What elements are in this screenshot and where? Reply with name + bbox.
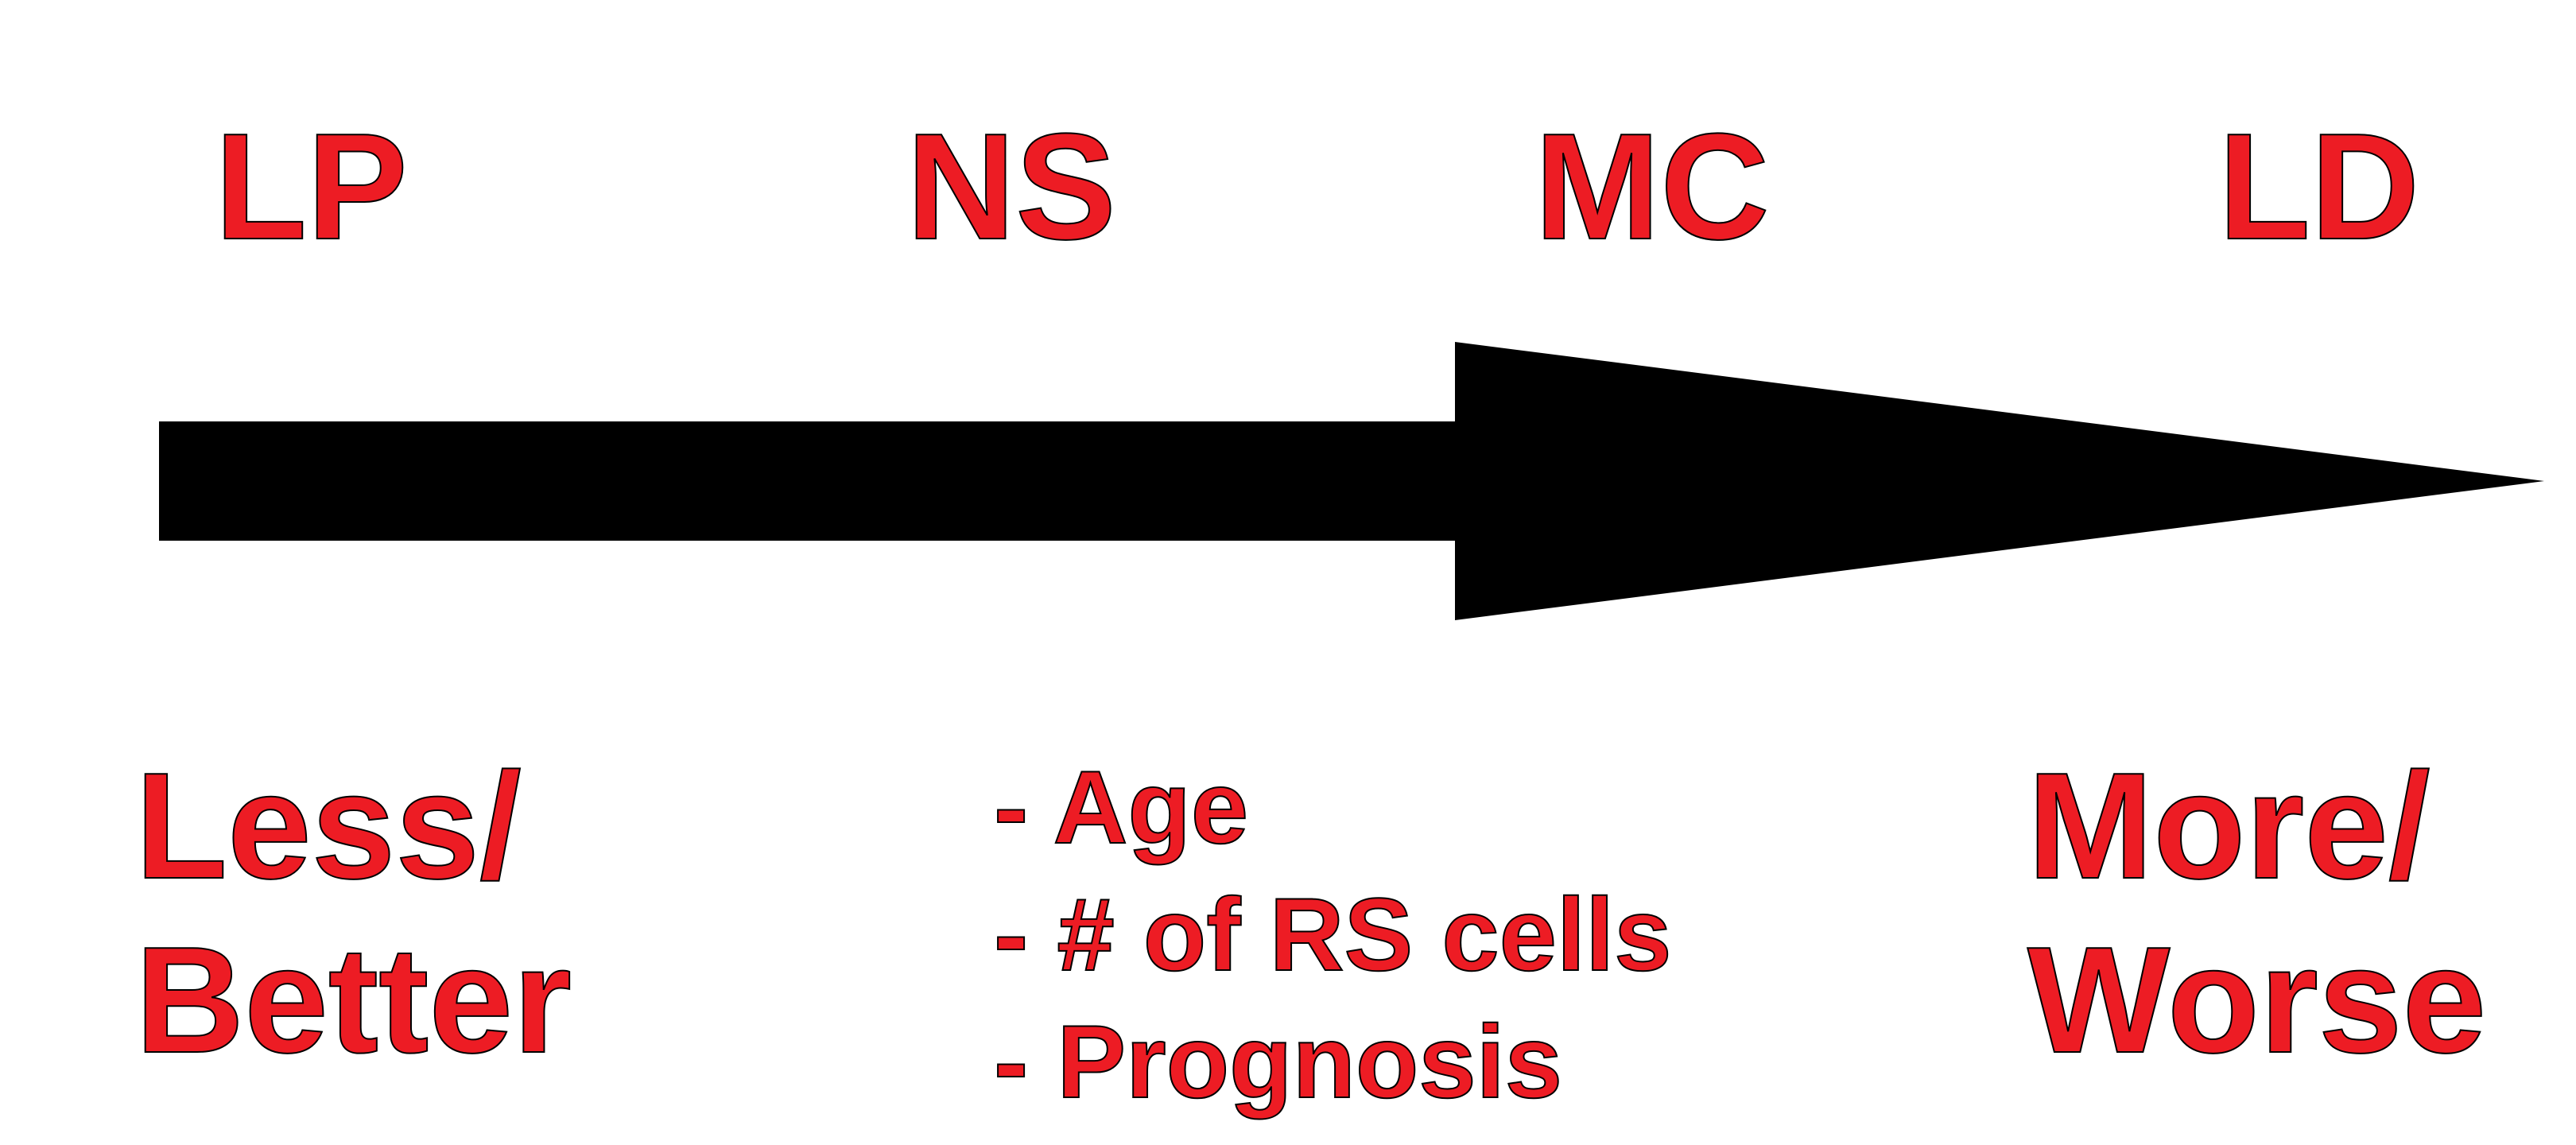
arrow-path (159, 342, 2544, 620)
bottom-right-line1: More/ (2027, 739, 2486, 914)
top-label-ld: LD (2218, 111, 2419, 262)
top-label-mc: MC (1534, 111, 1769, 262)
bottom-left-line2: Better (135, 914, 572, 1088)
diagram-stage: LP NS MC LD Less/ Better More/ Worse - A… (0, 0, 2576, 1145)
bottom-right-line2: Worse (2027, 914, 2486, 1088)
bottom-mid-item-2: - Prognosis (994, 1010, 1562, 1113)
bottom-left-line1: Less/ (135, 739, 572, 914)
bottom-mid-item-0: - Age (994, 755, 1248, 859)
bottom-left-label: Less/ Better (135, 739, 572, 1087)
bottom-right-label: More/ Worse (2027, 739, 2486, 1087)
top-label-lp: LP (215, 111, 408, 262)
top-label-ns: NS (906, 111, 1116, 262)
bottom-mid-item-1: - # of RS cells (994, 883, 1672, 986)
